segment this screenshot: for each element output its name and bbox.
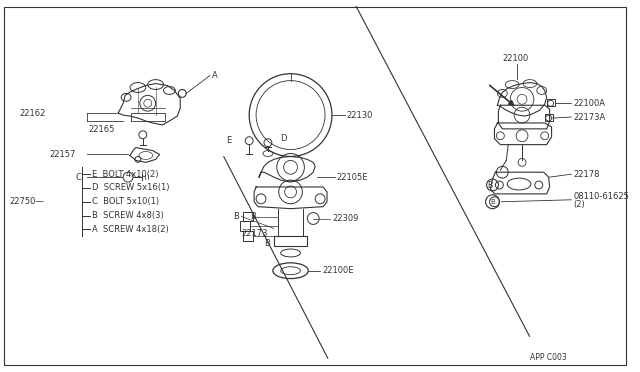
Text: 22162: 22162	[20, 109, 46, 118]
Text: 22165: 22165	[89, 125, 115, 134]
Text: 22105E: 22105E	[337, 173, 369, 182]
Bar	[545, 114, 552, 121]
Text: 22157: 22157	[49, 150, 76, 159]
Bar	[243, 231, 253, 241]
Text: B: B	[487, 180, 492, 189]
Text: A: A	[212, 71, 218, 80]
Bar	[547, 99, 554, 106]
Text: 22173: 22173	[241, 229, 268, 238]
Text: D: D	[280, 134, 286, 143]
Text: APP C003: APP C003	[530, 353, 566, 362]
Text: B: B	[490, 199, 495, 205]
Text: 22100: 22100	[502, 54, 529, 64]
Bar	[241, 221, 250, 231]
Bar	[243, 212, 253, 221]
Text: 22100E: 22100E	[322, 266, 353, 275]
Text: E  BOLT 4x10(2): E BOLT 4x10(2)	[92, 170, 158, 179]
Text: A  SCREW 4x18(2): A SCREW 4x18(2)	[92, 225, 168, 234]
Text: 22173A: 22173A	[573, 113, 605, 122]
Text: 22130: 22130	[347, 110, 373, 119]
Text: B  SCREW 4x8(3): B SCREW 4x8(3)	[92, 211, 163, 220]
Text: D  SCREW 5x16(1): D SCREW 5x16(1)	[92, 183, 169, 192]
Text: C: C	[76, 173, 82, 182]
Text: B: B	[264, 238, 270, 248]
Text: B: B	[234, 212, 239, 221]
Text: 22309: 22309	[332, 214, 358, 223]
Text: B: B	[250, 212, 256, 221]
Text: 22178: 22178	[573, 170, 600, 179]
Text: 22100A: 22100A	[573, 99, 605, 108]
Text: (2): (2)	[573, 200, 585, 209]
Text: 22750—: 22750—	[10, 197, 45, 206]
Text: E: E	[226, 136, 232, 145]
Text: C  BOLT 5x10(1): C BOLT 5x10(1)	[92, 197, 159, 206]
Text: 08110-61625: 08110-61625	[573, 192, 629, 201]
